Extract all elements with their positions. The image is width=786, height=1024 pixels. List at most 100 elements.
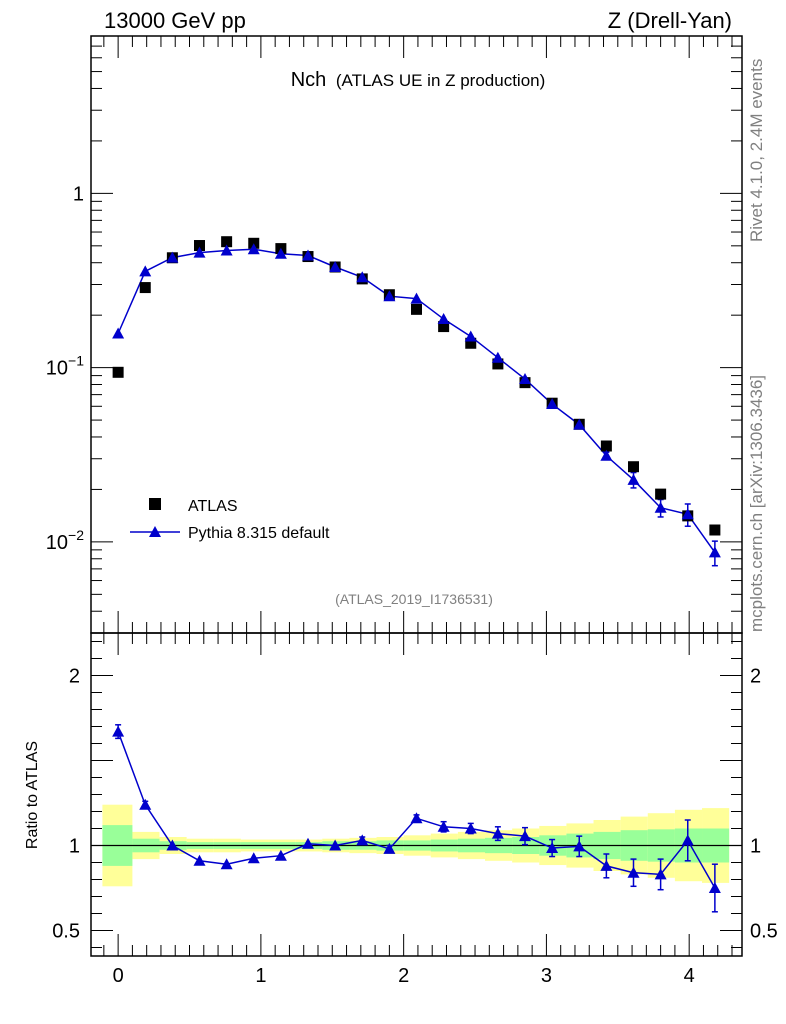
atlas-point: [655, 488, 667, 500]
atlas-point: [709, 524, 721, 536]
pythia-point: [546, 398, 559, 410]
ratio-plot-ticks: [91, 633, 742, 956]
x-tick-label: 3: [541, 965, 552, 987]
ratio-point: [410, 812, 423, 824]
y-tick-label-base: 1: [73, 183, 84, 205]
legend-pythia-label: Pythia 8.315 default: [188, 525, 330, 542]
ratio-y-tick-label-right: 0.5: [750, 921, 778, 943]
pythia-point: [573, 418, 586, 430]
ratio-y-tick-label-right: 2: [750, 666, 761, 688]
ratio-point: [383, 842, 396, 854]
atlas-point: [438, 321, 450, 333]
ratio-y-tick-label-right: 1: [750, 836, 761, 858]
pythia-point: [491, 351, 504, 363]
legend-atlas-marker: [149, 498, 161, 510]
pythia-point: [220, 244, 233, 256]
main-plot-y-tick-labels: 110−110−2: [46, 183, 84, 554]
ratio-point: [491, 827, 504, 839]
ratio-plot-tick-labels: 0 1 2 3 4 0.5 0.5 1 1 2 2: [52, 666, 778, 988]
ratio-point: [166, 839, 179, 851]
pythia-point: [519, 373, 531, 385]
atlas-point: [411, 303, 422, 315]
main-plot-content: [112, 236, 721, 567]
pythia-point: [654, 501, 667, 513]
main-plot-panel: 110−110−2 Nch (ATLAS UE in Z production)…: [46, 35, 743, 634]
ratio-point: [573, 840, 586, 852]
ratio-point: [247, 852, 260, 864]
ratio-point: [193, 854, 206, 866]
plot-title-group: Nch (ATLAS UE in Z production): [291, 69, 546, 91]
pythia-point: [600, 449, 613, 461]
ratio-point: [627, 866, 640, 878]
ratio-point: [519, 830, 531, 842]
y-tick-label-base: 10: [46, 532, 68, 554]
ratio-point: [437, 820, 450, 832]
x-tick-label: 1: [255, 965, 266, 987]
pythia-point: [329, 260, 342, 272]
pythia-point: [464, 330, 477, 342]
atlas-point: [628, 461, 639, 473]
pythia-point: [193, 246, 206, 258]
pythia-point: [410, 292, 423, 304]
ratio-point: [708, 882, 721, 893]
pythia-point: [302, 249, 314, 261]
ratio-point: [356, 834, 369, 846]
ratio-point: [654, 868, 667, 880]
main-plot-ticks: [91, 35, 742, 634]
atlas-point: [112, 366, 124, 378]
plot-title: Nch: [291, 69, 327, 91]
atlas-point: [600, 440, 612, 452]
atlas-point: [492, 358, 504, 370]
atlas-point: [221, 236, 233, 248]
header-right: Z (Drell-Yan): [608, 8, 732, 33]
ratio-y-tick-label-left: 0.5: [52, 921, 80, 943]
ratio-point: [600, 859, 613, 871]
main-plot-frame: [90, 35, 743, 634]
x-tick-label: 0: [113, 965, 124, 987]
mcplots-label: mcplots.cern.ch [arXiv:1306.3436]: [747, 375, 766, 632]
pythia-point: [112, 327, 125, 339]
ratio-point: [302, 837, 314, 849]
x-tick-label: 2: [398, 965, 409, 987]
ratio-point: [139, 798, 152, 810]
y-tick-label-exponent: −2: [68, 527, 84, 543]
y-tick-label: 10−1: [46, 353, 84, 380]
atlas-point: [465, 337, 477, 349]
pythia-point: [708, 546, 721, 558]
pythia-point: [274, 247, 287, 259]
ratio-plot-content: [91, 724, 742, 913]
pythia-point: [166, 251, 179, 263]
y-tick-label-base: 10: [46, 358, 68, 380]
legend-atlas-label: ATLAS: [188, 498, 238, 515]
y-tick-label-exponent: −1: [68, 353, 84, 369]
ratio-point: [546, 842, 559, 854]
ratio-y-tick-label-left: 1: [69, 836, 80, 858]
pythia-point: [247, 243, 260, 255]
plot-subtitle: (ATLAS UE in Z production): [336, 71, 545, 90]
ratio-point: [329, 839, 342, 851]
pythia-point: [356, 271, 369, 283]
ratio-point: [464, 822, 477, 834]
atlas-point: [194, 240, 205, 252]
analysis-watermark: (ATLAS_2019_I1736531): [335, 591, 493, 607]
ratio-point: [274, 849, 287, 861]
header-left: 13000 GeV pp: [104, 8, 246, 33]
rivet-label: Rivet 4.1.0, 2.4M events: [747, 59, 766, 242]
ratio-point: [112, 725, 125, 737]
legend-pythia-marker: [149, 526, 161, 537]
ratio-plot-frame: [90, 632, 743, 957]
ratio-y-axis-label: Ratio to ATLAS: [24, 741, 41, 849]
pythia-point: [681, 508, 694, 520]
atlas-point: [139, 282, 151, 294]
pythia-point: [139, 265, 152, 277]
y-tick-label: 10−2: [46, 527, 84, 554]
ratio-point: [220, 858, 233, 870]
y-tick-label: 1: [73, 183, 84, 205]
ratio-point: [681, 834, 694, 846]
ratio-y-tick-label-left: 2: [69, 666, 80, 688]
pythia-point: [627, 473, 640, 485]
pythia-point: [383, 290, 396, 302]
ratio-plot-panel: 0 1 2 3 4 0.5 0.5 1 1 2 2 Ratio to ATLAS: [24, 632, 778, 988]
x-tick-label: 4: [684, 965, 695, 987]
